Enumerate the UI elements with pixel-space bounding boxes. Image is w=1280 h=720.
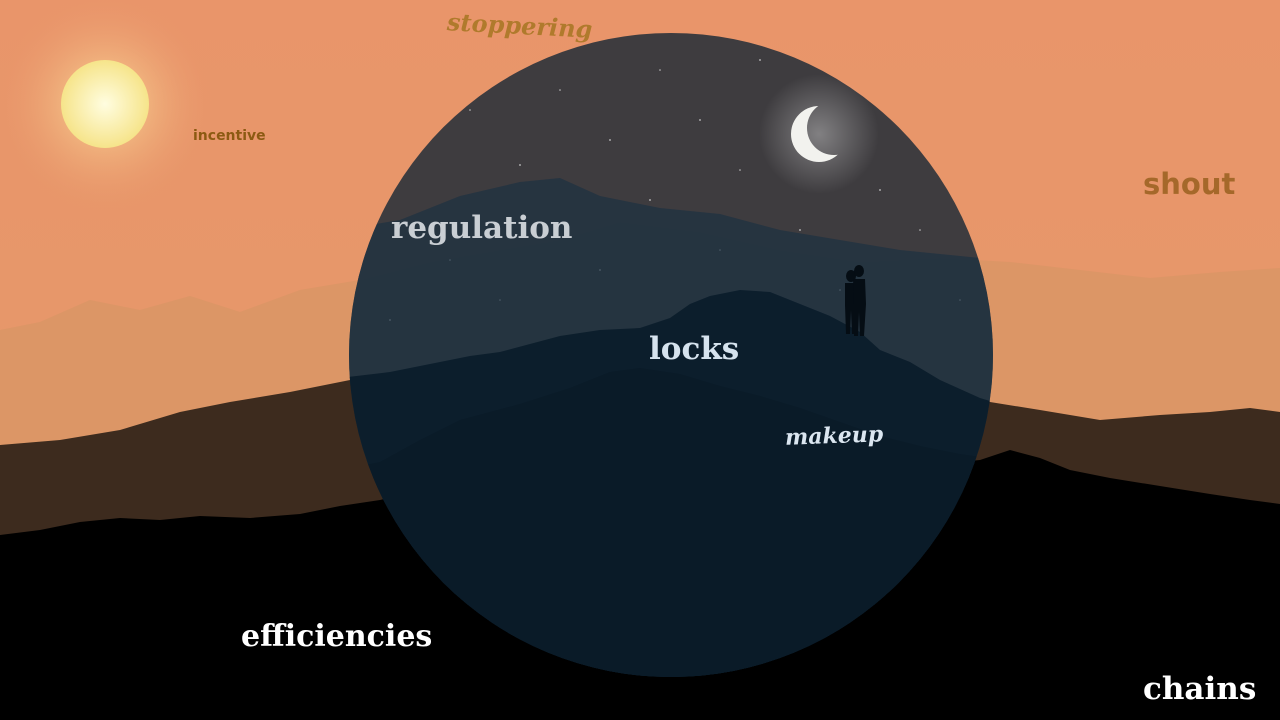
word-regulation: regulation <box>391 210 573 246</box>
word-stoppering: stoppering <box>446 7 594 44</box>
word-efficiencies: efficiencies <box>241 619 433 654</box>
word-locks: locks <box>649 331 740 367</box>
word-chains: chains <box>1143 671 1257 707</box>
word-makeup: makeup <box>784 421 884 451</box>
word-shout: shout <box>1143 167 1236 201</box>
crescent-moon <box>791 106 847 162</box>
sun <box>61 60 149 148</box>
couple-silhouette <box>845 265 866 336</box>
word-incentive: incentive <box>193 128 266 144</box>
